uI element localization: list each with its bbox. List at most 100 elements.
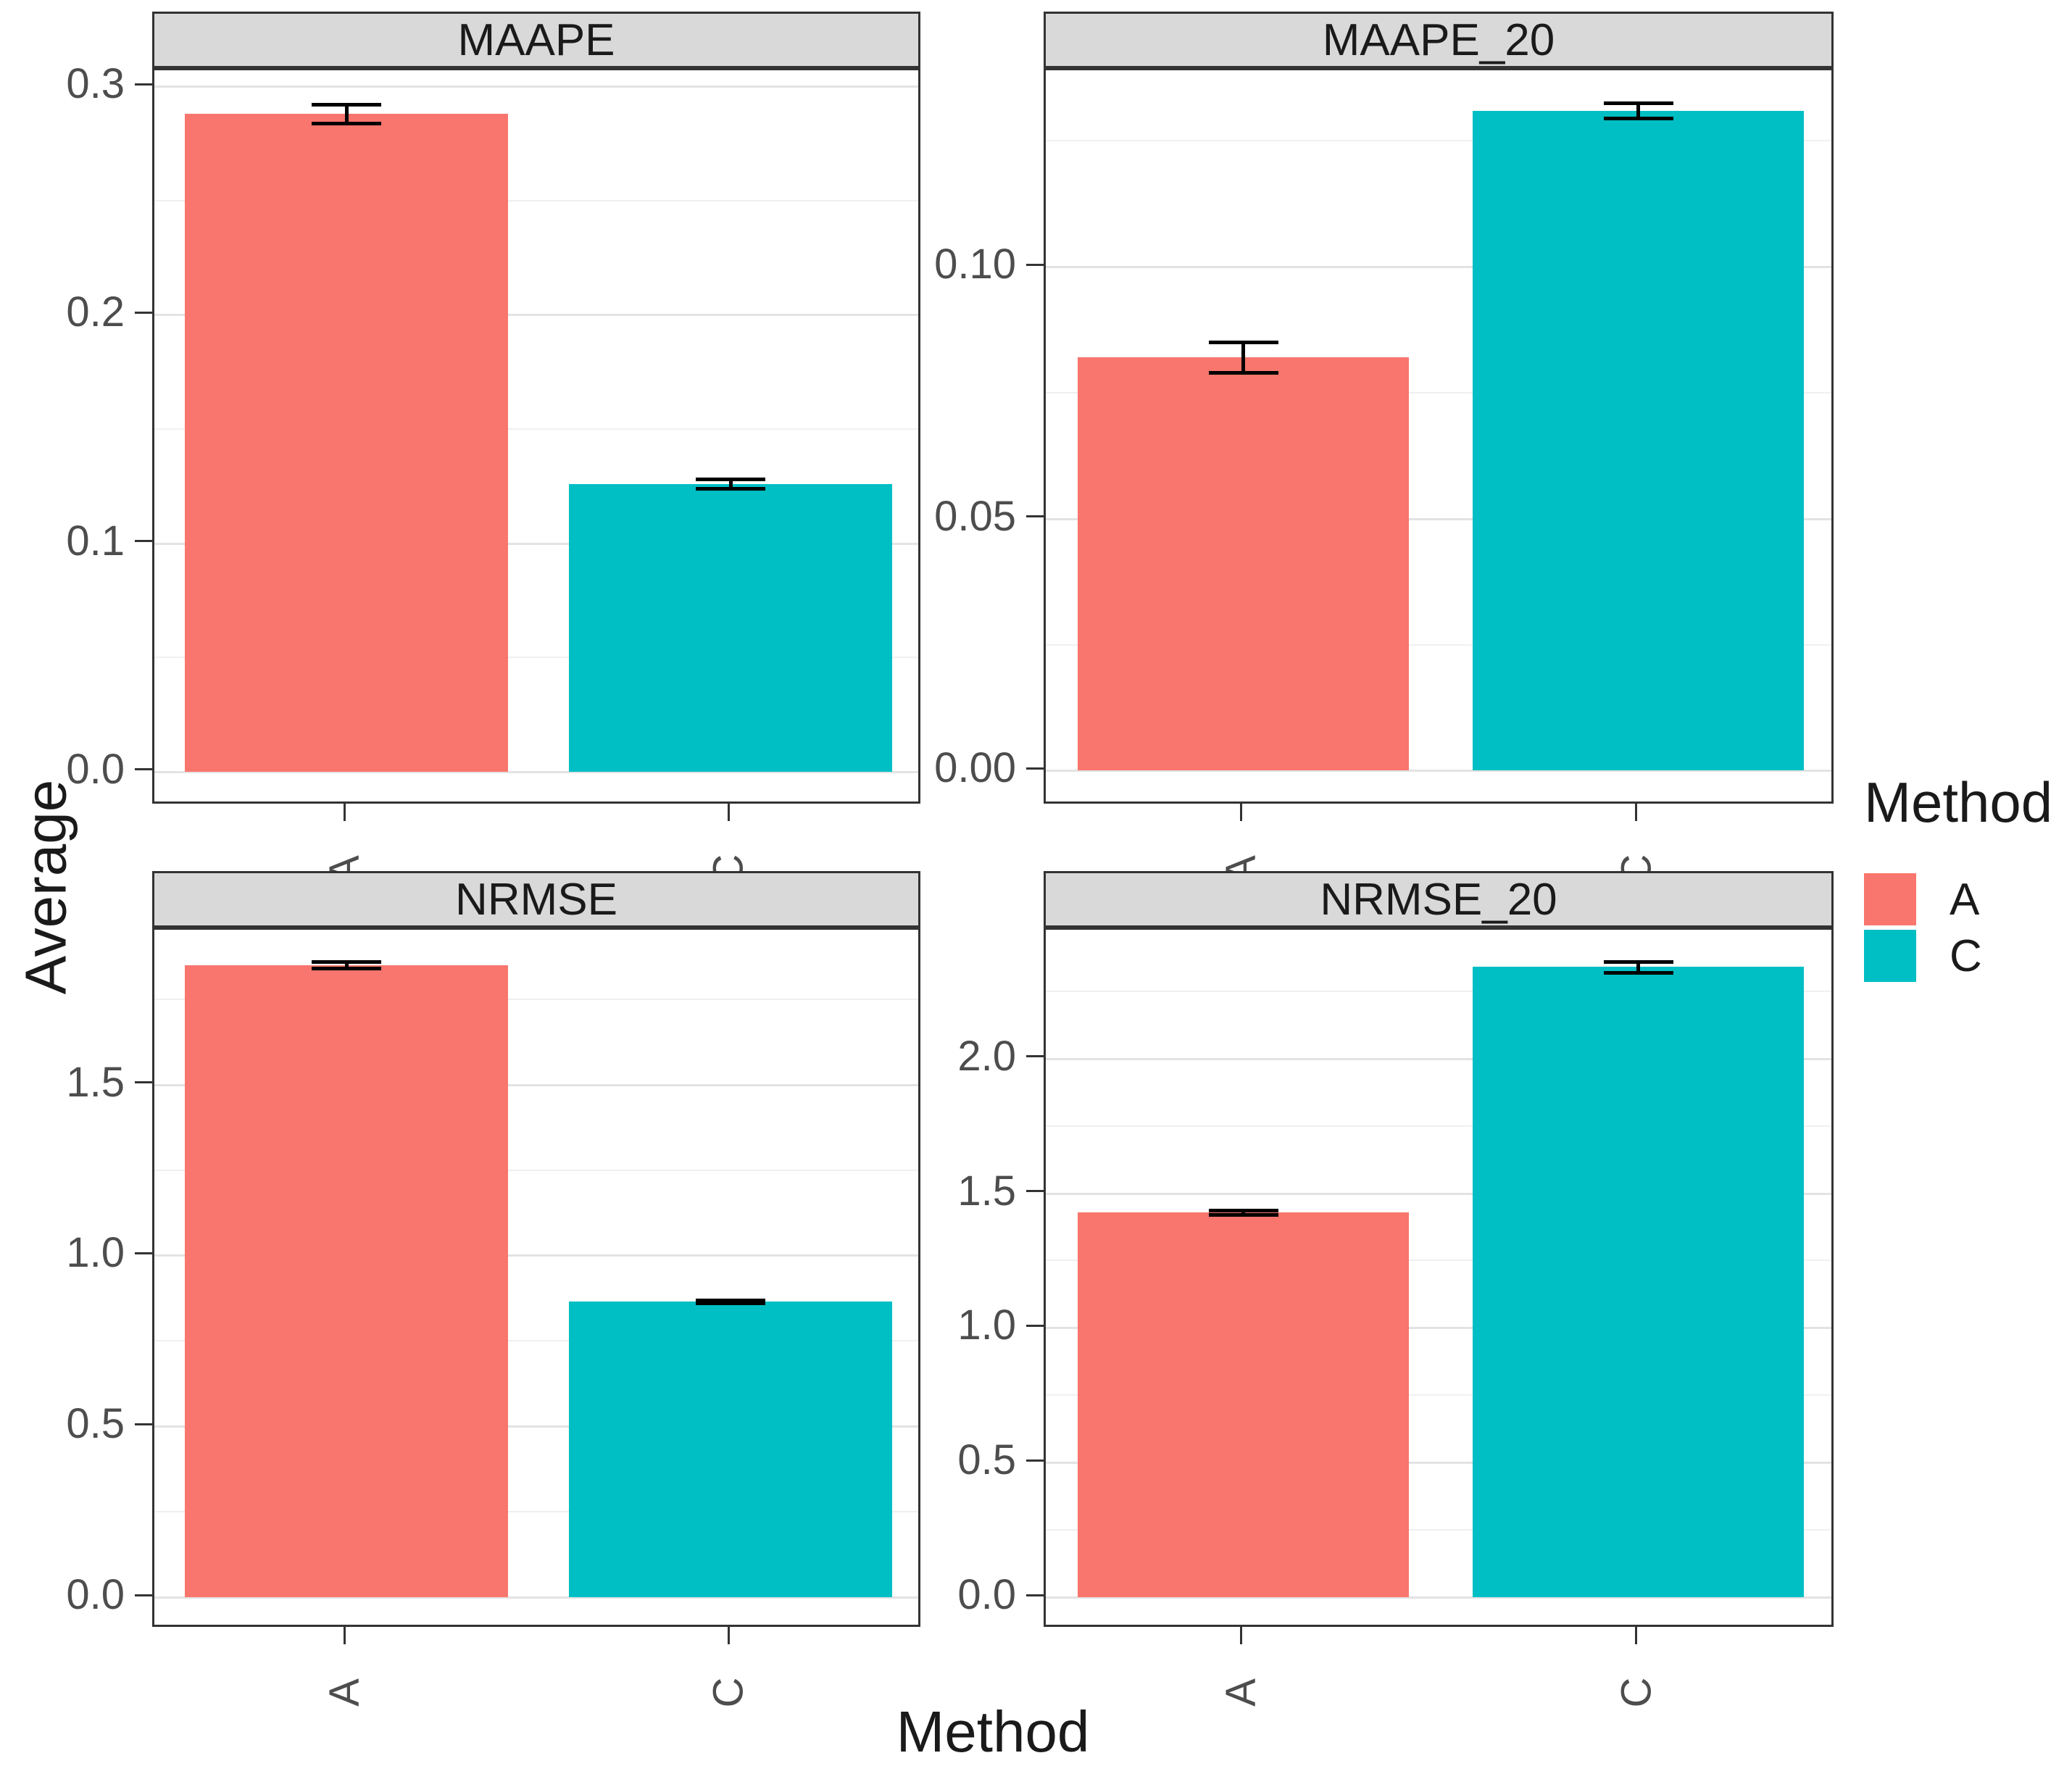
y-tick-label: 0.0 bbox=[66, 745, 125, 793]
gridline-minor bbox=[1046, 1529, 1831, 1531]
gridline-major bbox=[154, 1596, 918, 1599]
facet-title: NRMSE bbox=[455, 874, 617, 925]
error-bar-cap-top bbox=[696, 478, 765, 482]
facet-strip: MAAPE bbox=[152, 12, 920, 68]
gridline-minor bbox=[154, 428, 918, 430]
bar-a bbox=[1077, 1212, 1410, 1598]
gridline-major bbox=[1046, 266, 1831, 269]
gridline-major bbox=[154, 1083, 918, 1086]
error-bar-cap-top bbox=[1603, 959, 1673, 964]
y-tick-label: 1.0 bbox=[957, 1302, 1016, 1349]
facet-title: MAAPE bbox=[457, 14, 615, 65]
error-bar-cap-top bbox=[1208, 1208, 1278, 1212]
error-bar-line bbox=[1241, 342, 1245, 373]
y-tick-mark bbox=[1026, 767, 1044, 770]
y-tick-label: 0.1 bbox=[66, 517, 125, 565]
y-axis-title-text: Average bbox=[13, 779, 78, 995]
error-bar-cap-top bbox=[696, 1299, 765, 1303]
error-bar-line bbox=[1636, 961, 1640, 973]
error-bar-cap-bottom bbox=[1208, 1212, 1278, 1217]
y-tick-label: 0.0 bbox=[66, 1571, 125, 1619]
y-tick-label: 0.05 bbox=[934, 492, 1016, 540]
gridline-major bbox=[1046, 1192, 1831, 1195]
gridline-major bbox=[154, 86, 918, 88]
gridline-minor bbox=[1046, 1125, 1831, 1127]
gridline-minor bbox=[1046, 140, 1831, 142]
gridline-minor bbox=[154, 1340, 918, 1342]
error-bar-line bbox=[344, 104, 349, 123]
bar-a bbox=[1077, 357, 1410, 771]
y-tick-mark bbox=[135, 83, 152, 86]
bar-a bbox=[185, 965, 508, 1598]
y-tick-label: 0.00 bbox=[934, 744, 1016, 792]
gridline-major bbox=[154, 1425, 918, 1428]
y-tick-mark bbox=[135, 311, 152, 314]
gridline-minor bbox=[1046, 391, 1831, 393]
y-tick-mark bbox=[135, 540, 152, 542]
legend-item-a: A bbox=[1864, 873, 2067, 925]
legend-label: C bbox=[1950, 930, 1982, 981]
y-tick-mark bbox=[1026, 515, 1044, 518]
facet-strip: NRMSE_20 bbox=[1044, 871, 1834, 928]
y-tick-mark bbox=[1026, 1594, 1044, 1596]
y-tick-label: 0.3 bbox=[66, 60, 125, 108]
gridline-minor bbox=[1046, 990, 1831, 992]
error-bar-line bbox=[728, 479, 733, 488]
y-tick-mark bbox=[135, 1081, 152, 1084]
legend-swatch-c bbox=[1864, 930, 1916, 982]
y-tick-mark bbox=[135, 768, 152, 771]
y-tick-label: 2.0 bbox=[957, 1032, 1016, 1080]
x-tick-mark bbox=[1635, 1627, 1637, 1644]
gridline-major bbox=[1046, 770, 1831, 773]
y-tick-mark bbox=[1026, 1055, 1044, 1058]
facet-panel bbox=[152, 928, 920, 1627]
error-bar-cap-top bbox=[312, 103, 381, 107]
y-tick-label: 1.5 bbox=[957, 1167, 1016, 1215]
y-tick-mark bbox=[1026, 1190, 1044, 1193]
error-bar-cap-bottom bbox=[1603, 970, 1673, 975]
gridline-minor bbox=[154, 1169, 918, 1171]
y-axis-title: Average bbox=[6, 0, 86, 1774]
legend-label: A bbox=[1950, 874, 1980, 925]
x-tick-mark bbox=[727, 1627, 730, 1644]
error-bar-cap-bottom bbox=[696, 486, 765, 491]
gridline-major bbox=[1046, 1462, 1831, 1465]
error-bar-line bbox=[1636, 103, 1640, 119]
y-tick-mark bbox=[135, 1594, 152, 1596]
x-tick-mark bbox=[1635, 804, 1637, 821]
gridline-major bbox=[1046, 1596, 1831, 1599]
y-tick-label: 0.10 bbox=[934, 241, 1016, 288]
legend-title: Method bbox=[1864, 770, 2053, 834]
gridline-minor bbox=[154, 657, 918, 659]
error-bar-cap-bottom bbox=[1603, 117, 1673, 121]
y-tick-mark bbox=[135, 1423, 152, 1425]
error-bar-cap-bottom bbox=[696, 1302, 765, 1306]
gridline-major bbox=[154, 1254, 918, 1257]
y-tick-mark bbox=[1026, 1324, 1044, 1327]
y-tick-label: 0.5 bbox=[66, 1400, 125, 1448]
gridline-major bbox=[154, 770, 918, 773]
gridline-minor bbox=[154, 199, 918, 201]
gridline-major bbox=[1046, 1327, 1831, 1330]
gridline-major bbox=[154, 314, 918, 317]
y-tick-label: 0.5 bbox=[957, 1436, 1016, 1484]
y-tick-label: 0.2 bbox=[66, 288, 125, 336]
error-bar-cap-bottom bbox=[1208, 371, 1278, 375]
y-tick-mark bbox=[1026, 263, 1044, 266]
facet-title: NRMSE_20 bbox=[1320, 874, 1557, 925]
y-tick-label: 1.5 bbox=[66, 1058, 125, 1106]
x-tick-mark bbox=[1240, 1627, 1242, 1644]
facet-panel bbox=[1044, 68, 1834, 804]
x-axis-title-text: Method bbox=[896, 1699, 1090, 1764]
facet-title: MAAPE_20 bbox=[1322, 14, 1555, 65]
gridline-minor bbox=[1046, 1259, 1831, 1262]
y-tick-label: 0.0 bbox=[957, 1571, 1016, 1619]
gridline-minor bbox=[154, 1511, 918, 1513]
gridline-minor bbox=[1046, 1394, 1831, 1396]
facet-strip: NRMSE bbox=[152, 871, 920, 928]
y-tick-mark bbox=[135, 1252, 152, 1254]
gridline-minor bbox=[154, 998, 918, 1000]
